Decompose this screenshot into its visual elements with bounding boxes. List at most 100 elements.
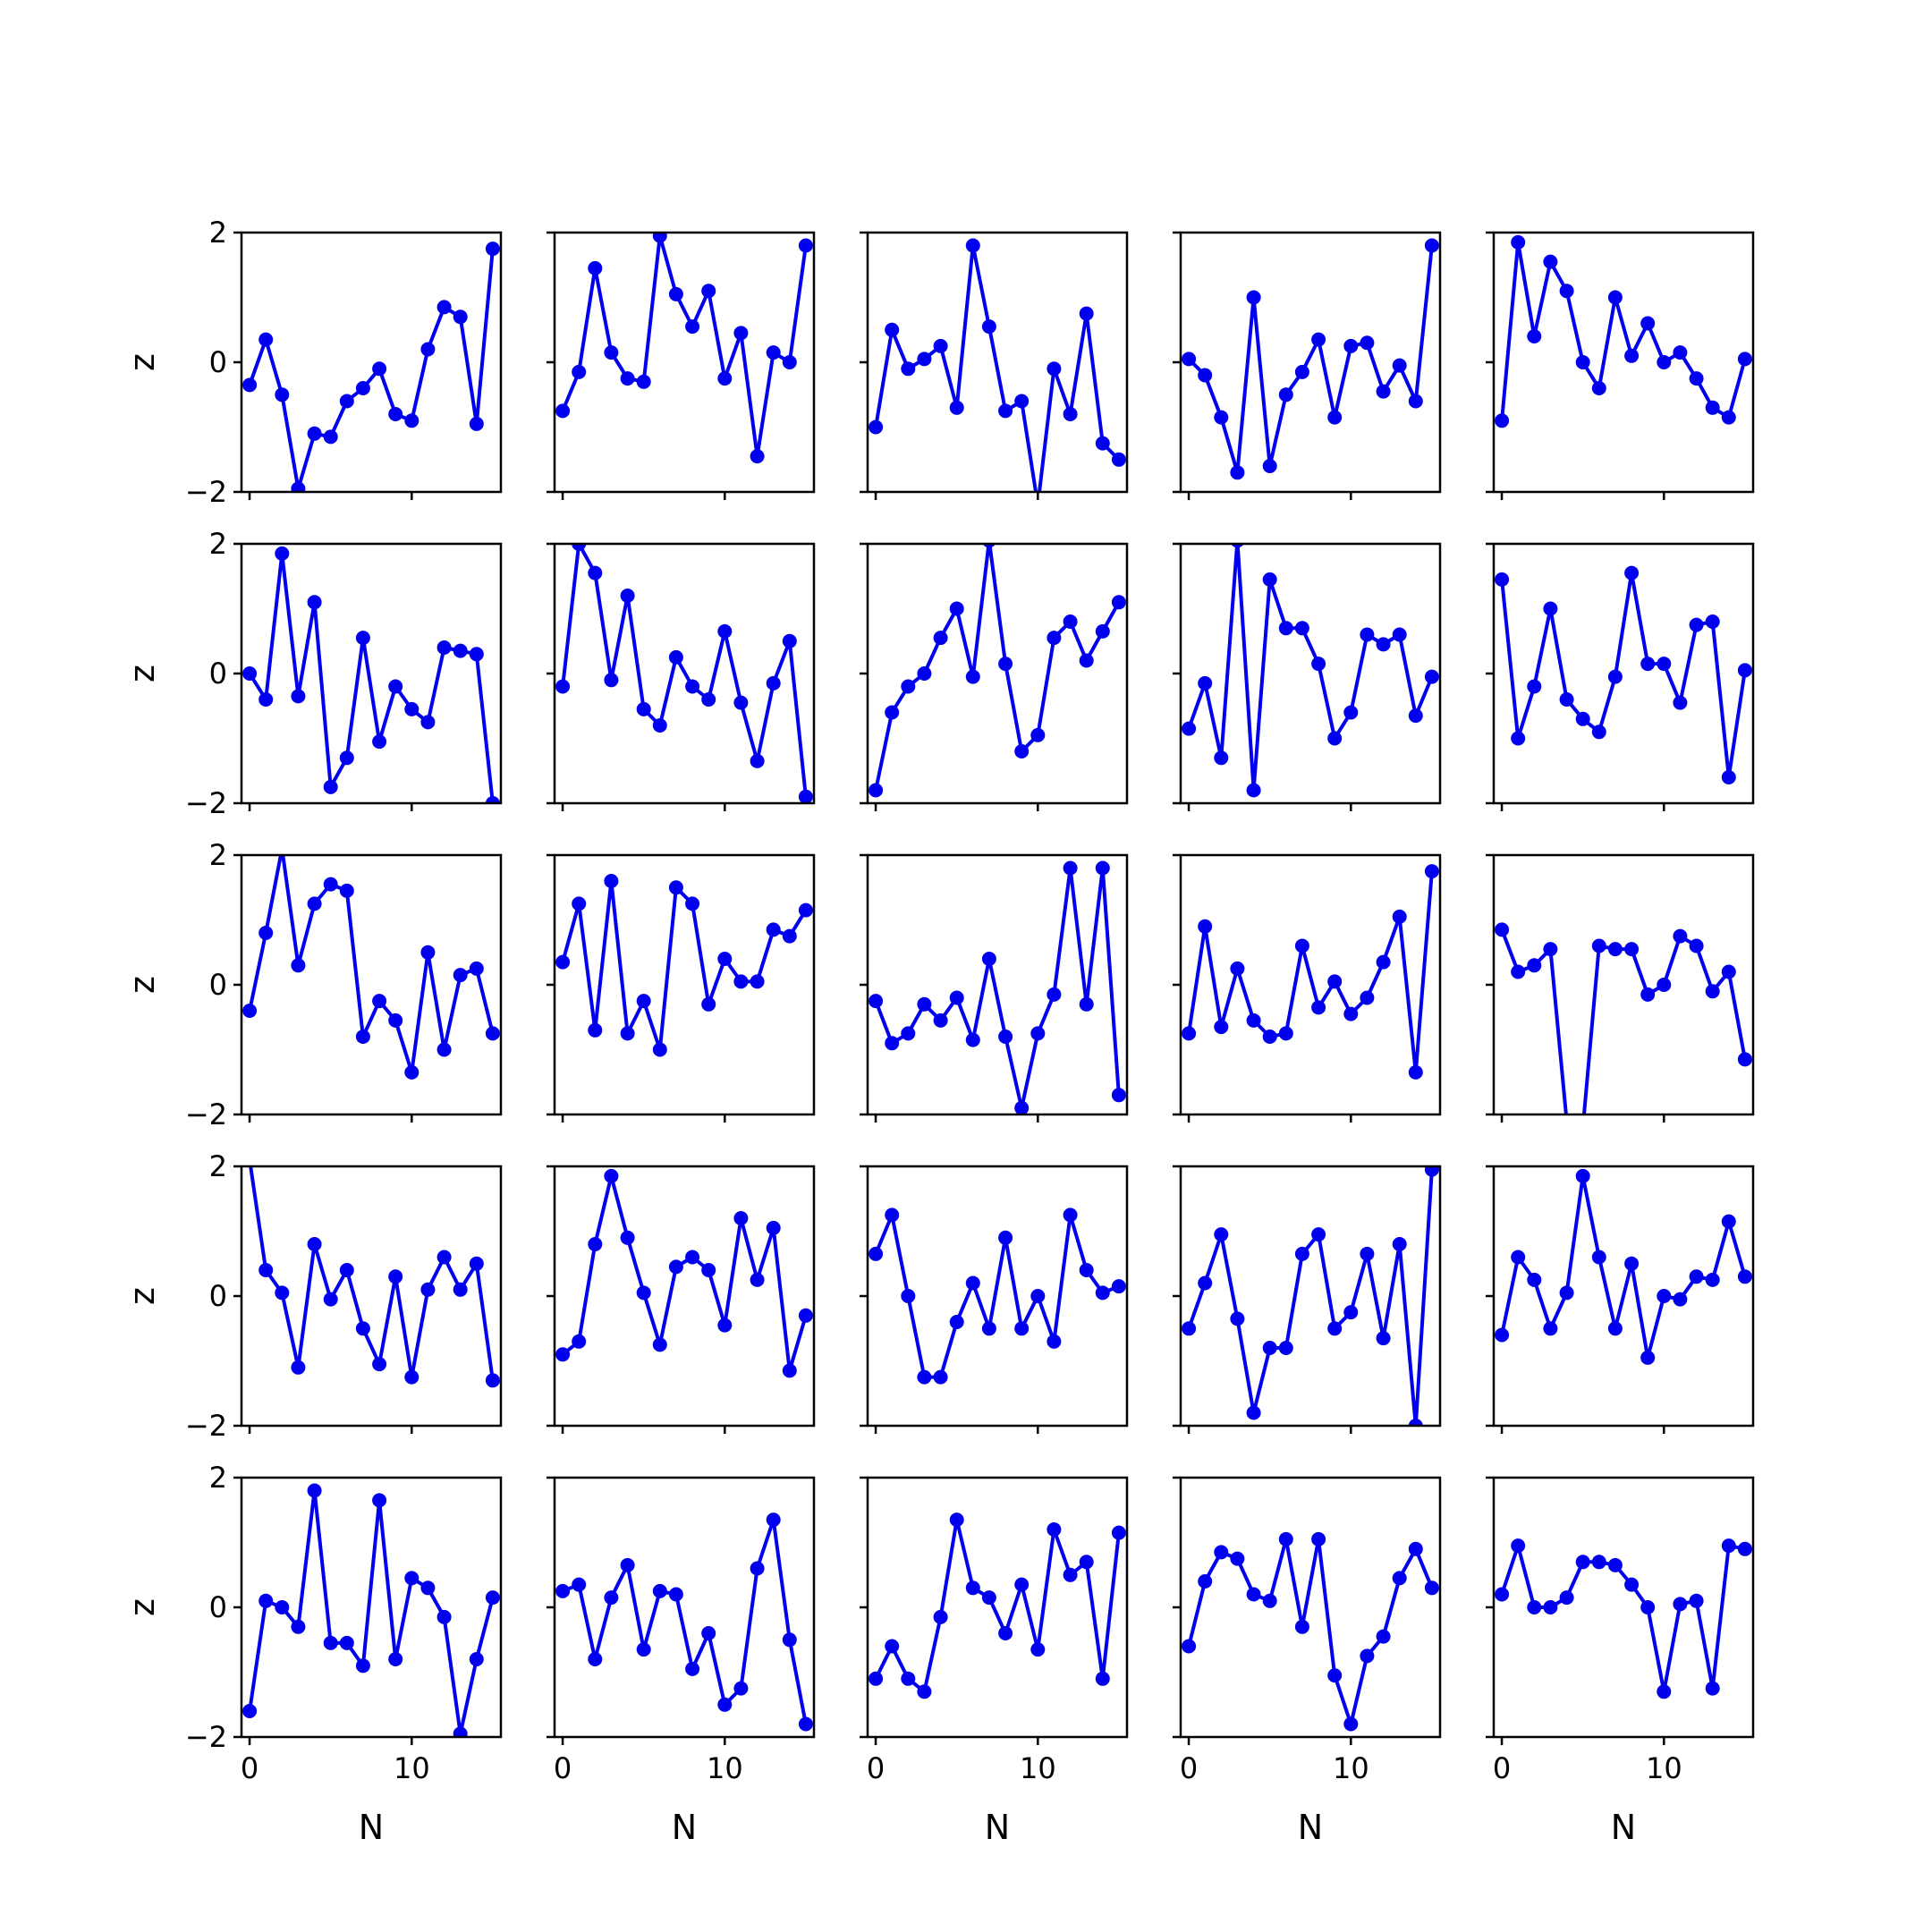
data-point	[1689, 938, 1704, 953]
data-point	[1095, 1671, 1110, 1686]
series-line	[561, 879, 808, 1052]
data-point	[733, 974, 749, 989]
data-point	[307, 1483, 322, 1498]
data-point	[1705, 1272, 1720, 1287]
data-point	[1014, 1100, 1030, 1114]
data-point	[965, 669, 980, 684]
data-point	[1214, 1227, 1229, 1242]
data-point	[404, 1064, 419, 1080]
series-line	[1187, 544, 1434, 792]
x-tick-label: 10	[1020, 1751, 1056, 1785]
data-point	[1246, 1013, 1261, 1028]
data-point	[1262, 459, 1277, 473]
data-point	[1424, 238, 1439, 253]
series	[869, 544, 1126, 798]
data-point	[1230, 465, 1245, 480]
data-point	[869, 783, 884, 798]
series	[242, 855, 500, 1080]
y-tick-label: −2	[185, 1720, 227, 1754]
y-tick-label: 0	[209, 345, 227, 379]
data-point	[636, 1642, 651, 1657]
data-point	[1657, 657, 1672, 672]
data-point	[636, 994, 651, 1009]
data-point	[1198, 675, 1213, 691]
data-point	[355, 1030, 370, 1044]
data-point	[355, 1321, 370, 1336]
data-point	[1673, 345, 1688, 360]
data-point	[1737, 663, 1752, 678]
data-point	[885, 1639, 900, 1654]
data-point	[291, 689, 306, 704]
data-point	[965, 1580, 980, 1596]
x-axis-label: N	[1611, 1808, 1636, 1847]
data-point	[668, 1587, 683, 1602]
data-point	[620, 1026, 635, 1041]
data-point	[1559, 1590, 1574, 1606]
data-point	[1511, 1250, 1526, 1265]
data-point	[1014, 394, 1030, 409]
data-point	[1607, 1321, 1623, 1336]
data-point	[933, 338, 948, 353]
data-point	[1343, 1305, 1359, 1320]
data-point	[901, 1671, 916, 1686]
data-point	[1575, 711, 1590, 726]
series	[1495, 234, 1752, 428]
data-point	[1408, 1541, 1423, 1556]
data-point	[1095, 436, 1110, 451]
panel-r2-c2	[547, 542, 816, 811]
data-point	[1559, 692, 1574, 707]
data-point	[307, 595, 322, 610]
data-point	[1111, 452, 1126, 467]
data-point	[372, 994, 387, 1009]
data-point	[307, 1237, 322, 1251]
data-point	[1214, 750, 1229, 766]
series-line	[874, 866, 1121, 1110]
data-point	[766, 922, 781, 937]
data-point	[1376, 1629, 1391, 1644]
data-point	[1527, 679, 1542, 694]
data-point	[1657, 1289, 1672, 1303]
data-point	[1294, 1246, 1309, 1261]
data-point	[685, 1250, 700, 1265]
data-point	[469, 1256, 484, 1271]
data-point	[1063, 407, 1078, 421]
data-point	[323, 779, 338, 794]
data-point	[782, 928, 797, 944]
data-point	[885, 322, 900, 337]
data-point	[1095, 623, 1110, 639]
data-point	[1559, 284, 1574, 299]
data-point	[1511, 1538, 1526, 1554]
series	[246, 1166, 500, 1388]
series	[869, 1208, 1126, 1385]
data-point	[1495, 572, 1510, 587]
data-point	[307, 426, 322, 441]
data-point	[1607, 290, 1623, 305]
data-point	[933, 1369, 948, 1385]
data-point	[572, 364, 587, 379]
series	[1495, 922, 1752, 1114]
data-point	[1424, 864, 1439, 879]
data-point	[1046, 361, 1062, 377]
data-point	[1527, 1600, 1542, 1614]
data-point	[1230, 1311, 1245, 1326]
data-point	[1527, 1272, 1542, 1287]
data-point	[685, 896, 700, 911]
data-point	[733, 1681, 749, 1696]
x-axis-label: N	[985, 1808, 1010, 1847]
data-point	[949, 990, 964, 1005]
data-point	[555, 954, 571, 970]
data-point	[1046, 1334, 1062, 1349]
data-point	[323, 1292, 338, 1307]
y-tick-label: 2	[209, 838, 227, 872]
data-point	[782, 633, 797, 648]
data-point	[917, 352, 932, 367]
data-point	[733, 1211, 749, 1225]
panel-r2-c3	[860, 542, 1129, 811]
data-point	[798, 1716, 813, 1732]
y-tick-label: 0	[209, 968, 227, 1002]
data-point	[604, 874, 619, 888]
data-point	[668, 649, 683, 665]
data-point	[1063, 614, 1078, 629]
data-point	[998, 1230, 1013, 1245]
panel-r5-c1: −2 0 2 0 10 z N	[123, 1461, 503, 1847]
